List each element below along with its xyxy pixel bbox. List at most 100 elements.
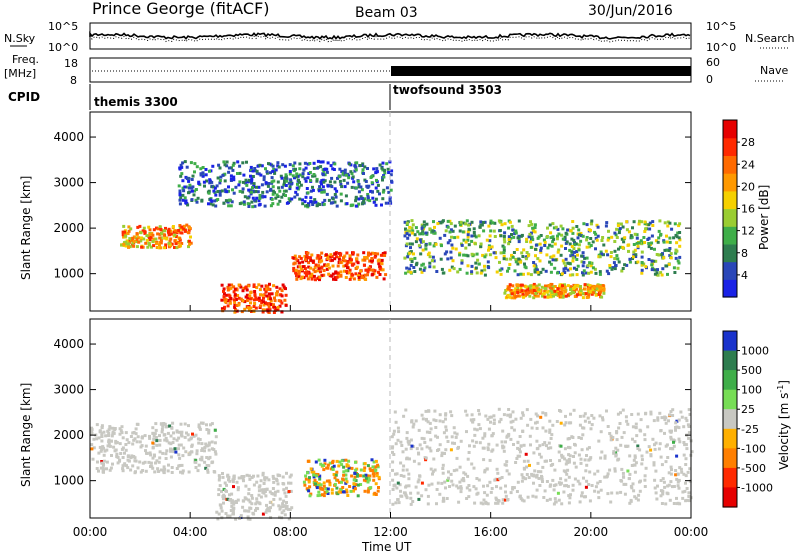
velocity-cell [90,447,94,451]
velocity-cell [483,470,487,474]
power-cell [338,174,342,178]
power-cell [388,198,392,202]
power-cell [282,182,286,186]
velocity-cell [654,469,658,473]
velocity-cell [606,472,610,476]
velocity-cell [687,494,691,498]
velocity-cbar-label: Velocity [m s-1] [776,380,791,470]
power-cell [340,185,344,189]
velocity-cell [429,427,433,431]
velocity-scatter [90,407,694,521]
power-cell [498,260,501,264]
velocity-cell [235,480,239,484]
power-cell [354,165,358,169]
power-cell [262,308,266,312]
power-cell [187,186,191,190]
velocity-cell [314,460,318,464]
power-cbar-segment [723,186,737,192]
power-cell [543,240,547,244]
velocity-cell [444,448,448,452]
velocity-cell [630,413,634,416]
velocity-cell [507,408,511,411]
velocity-cell [353,475,357,479]
velocity-cell [442,431,446,435]
velocity-cell [475,428,479,432]
power-cell [329,253,333,257]
power-cell [211,164,215,168]
velocity-cell [652,463,656,467]
velocity-cell [337,464,341,468]
power-cell [178,198,182,202]
power-cell [643,230,647,233]
velocity-cell [392,432,396,436]
power-cell [231,163,235,167]
power-cell [647,242,651,245]
power-cell [136,225,140,229]
velocity-cell [611,436,615,439]
power-cell [260,284,264,288]
power-cell [370,181,374,185]
velocity-cell [138,460,142,464]
velocity-cell [427,483,431,487]
velocity-cell [124,431,128,435]
velocity-cell [242,475,246,478]
velocity-cell [502,445,506,449]
power-cell [529,220,532,224]
velocity-cell [336,478,340,482]
power-cell [560,244,564,248]
velocity-cell [396,438,400,442]
power-cell [382,188,386,192]
velocity-cell [662,480,666,484]
power-cell [184,201,188,205]
velocity-cell [502,449,506,453]
power-cell [352,277,356,281]
velocity-cell [583,458,587,462]
power-cell [453,236,457,240]
power-cell [247,308,251,312]
velocity-cell [535,420,539,424]
power-cell [439,257,443,261]
power-cell [277,186,281,190]
velocity-cell [514,461,518,464]
power-cell [223,305,227,309]
power-cell [250,179,254,183]
power-cell [614,233,618,237]
power-cell [514,231,518,235]
velocity-cell [169,434,173,438]
power-cell [410,242,414,246]
power-cell [247,178,251,182]
velocity-cell [407,477,411,481]
power-cell [413,270,417,273]
velocity-cell [532,473,536,477]
velocity-cell [661,477,665,481]
power-cell [257,296,261,300]
velocity-cell [371,469,375,472]
velocity-cell [133,456,137,460]
power-cell [419,252,423,256]
cpid-program-1: themis 3300 [94,95,178,109]
power-cell [339,252,343,256]
velocity-cell [574,465,578,469]
power-cell [404,227,407,231]
power-cell [514,287,518,291]
velocity-cbar-label-main: Velocity [m s [777,393,791,470]
velocity-cell [180,463,184,467]
velocity-cell [337,490,341,494]
power-cell [420,263,424,267]
power-cell [239,297,243,301]
velocity-cell [321,493,324,497]
power-cell [632,243,636,246]
velocity-cbar-label-tick: -25 [741,423,759,436]
velocity-cell [286,507,290,511]
power-cell [554,293,558,297]
power-cell [569,229,573,233]
power-cell [304,251,308,254]
power-cell [194,198,198,202]
velocity-cell [490,487,494,490]
power-cell [159,228,163,231]
power-cell [653,272,657,276]
velocity-cell [133,459,137,463]
velocity-cell [247,492,251,496]
power-cell [303,254,307,258]
velocity-cell [256,474,260,478]
